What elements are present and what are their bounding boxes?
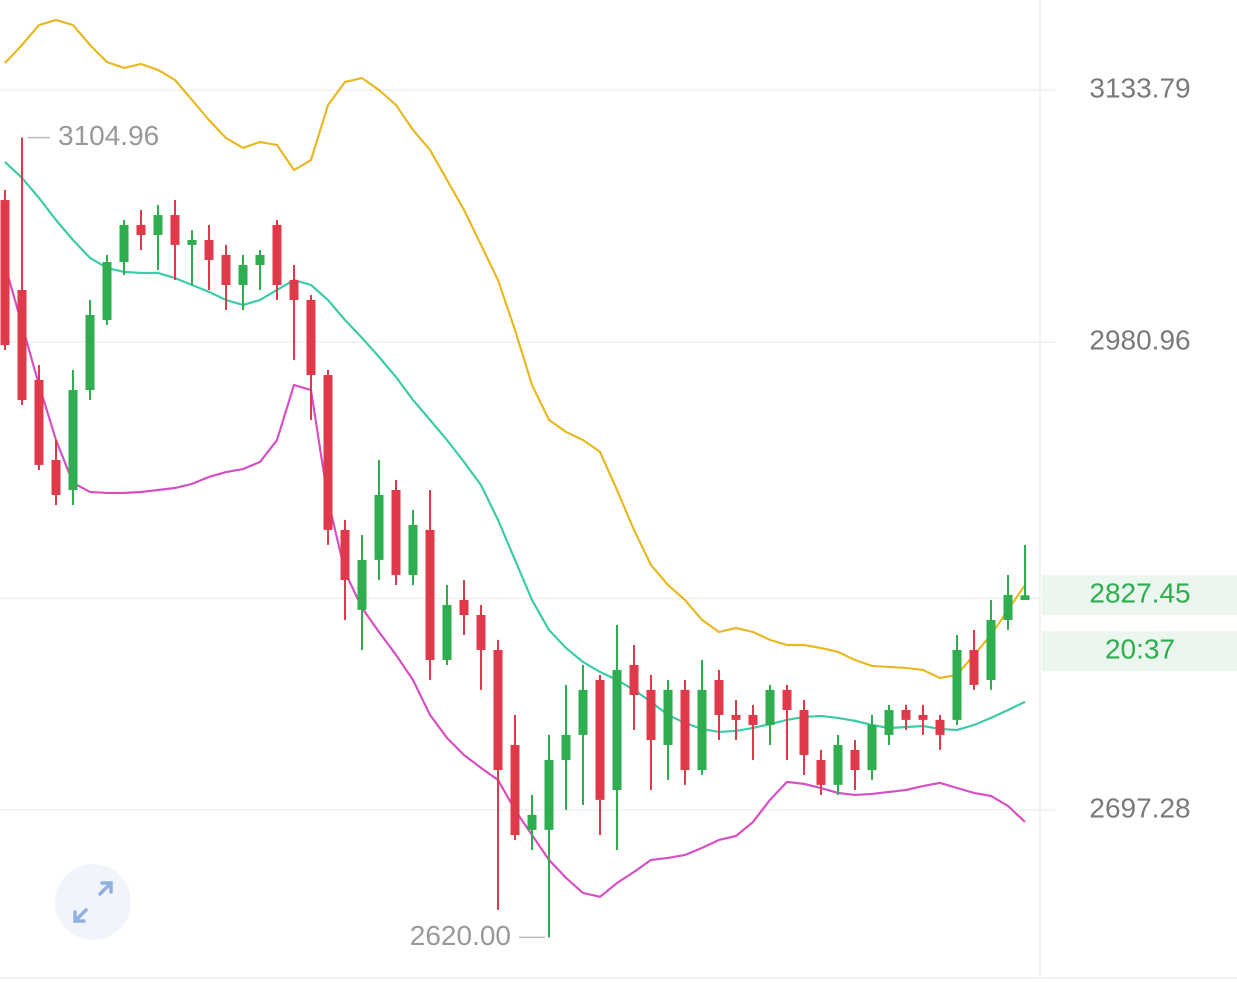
candle-body	[697, 689, 707, 771]
candle-body	[442, 604, 452, 661]
grid	[0, 89, 1055, 811]
candle-body	[612, 669, 622, 790]
candle-body	[1003, 594, 1013, 620]
candle-body	[119, 224, 129, 263]
candle-body	[0, 200, 10, 346]
candle-body	[493, 649, 503, 771]
candle-body	[544, 759, 554, 830]
candle-body	[170, 215, 180, 245]
candle-body	[459, 599, 469, 616]
candle-body	[357, 559, 367, 610]
candle-body	[884, 709, 894, 735]
candle-body	[85, 315, 95, 391]
candle-body	[289, 280, 299, 300]
candle-body	[374, 494, 384, 560]
candle-body	[663, 689, 673, 745]
candle-body	[272, 224, 282, 285]
last-price-label: 2827.45	[1089, 578, 1190, 609]
candle-body	[408, 524, 418, 575]
candle-body	[918, 714, 928, 720]
max-label: 3104.96	[58, 120, 159, 151]
candle-body	[1020, 595, 1030, 600]
countdown-box	[1042, 631, 1237, 672]
candle-body	[510, 744, 520, 836]
min-label: 2620.00	[410, 920, 511, 951]
candle-body	[136, 224, 146, 236]
candles	[0, 137, 1030, 938]
candle-body	[714, 679, 724, 715]
candle-body	[204, 239, 214, 260]
candle-body	[51, 459, 61, 495]
candle-body	[799, 709, 809, 756]
candle-body	[986, 619, 996, 680]
last-price-box	[1042, 575, 1237, 616]
candle-body	[68, 390, 78, 490]
expand-icon	[73, 881, 113, 923]
candle-body	[102, 262, 112, 320]
candle-body	[187, 239, 197, 245]
band-line	[4, 18, 1026, 680]
candle-body	[578, 689, 588, 735]
candle-body	[748, 714, 758, 726]
candle-body	[731, 714, 741, 720]
candle-body	[306, 299, 316, 376]
candle-body	[816, 759, 826, 785]
candle-body	[221, 254, 231, 285]
countdown-label: 20:37	[1105, 634, 1175, 665]
candle-body	[680, 689, 690, 771]
expand-button[interactable]	[55, 864, 131, 940]
candle-body	[561, 734, 571, 760]
candle-body	[340, 529, 350, 581]
y-tick-label: 2697.28	[1089, 792, 1190, 823]
candle-body	[595, 679, 605, 800]
candle-body	[629, 664, 639, 695]
candle-body	[153, 215, 163, 236]
candle-body	[391, 489, 401, 575]
candle-body	[527, 814, 537, 830]
candle-body	[833, 744, 843, 785]
candle-body	[425, 529, 435, 661]
candle-body	[867, 725, 877, 771]
candle-body	[17, 289, 27, 400]
candle-body	[765, 689, 775, 726]
y-tick-label: 3133.79	[1089, 72, 1190, 103]
candle-body	[476, 615, 486, 650]
candle-body	[952, 649, 962, 720]
candle-body	[646, 689, 656, 741]
candle-body	[34, 379, 44, 465]
candle-body	[901, 709, 911, 720]
candle-body	[255, 254, 265, 266]
candle-body	[850, 749, 860, 771]
candle-body	[323, 375, 333, 530]
candle-body	[969, 649, 979, 685]
expand-button-bg[interactable]	[55, 864, 131, 940]
candle-body	[935, 719, 945, 735]
labels: 3133.792980.962825.572697.283104.962620.…	[28, 72, 1237, 951]
candle-body	[238, 265, 248, 285]
y-tick-label: 2980.96	[1089, 325, 1190, 356]
candle-body	[782, 689, 792, 710]
